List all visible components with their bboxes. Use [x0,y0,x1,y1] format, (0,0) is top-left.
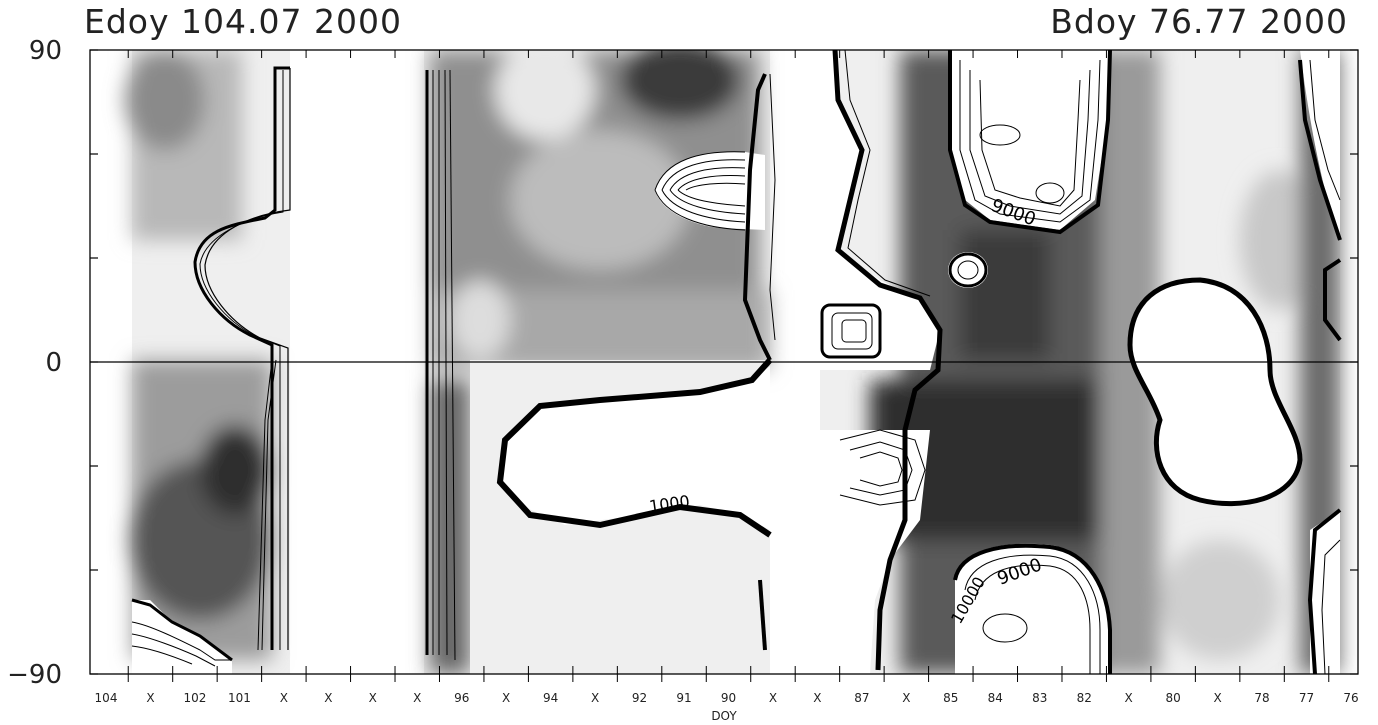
y-tick-label: 90 [29,36,62,66]
x-tick-label: 80 [1166,691,1181,705]
x-tick-label: 90 [721,691,736,705]
x-tick-label: 102 [183,691,206,705]
contour-field [90,50,1358,674]
x-tick-label: 94 [543,691,558,705]
x-tick-label: 77 [1299,691,1314,705]
y-tick-label: −90 [7,660,62,690]
x-tick-label: X [1213,691,1221,705]
x-axis-title: DOY [711,709,737,723]
x-tick-label: 87 [854,691,869,705]
x-tick-label: X [324,691,332,705]
x-tick-label: X [1125,691,1133,705]
end-date-label: Bdoy 76.77 2000 [1050,2,1348,41]
x-tick-label: 83 [1032,691,1047,705]
x-tick-label: 84 [988,691,1003,705]
x-tick-label: 104 [95,691,118,705]
start-date-label: Edoy 104.07 2000 [84,2,402,41]
x-tick-label: X [369,691,377,705]
x-axis: 104 X 102 101 X X X X 96 X 94 X 92 91 90 X X 87 X 85 84 83 82 X… [95,50,1359,705]
x-tick-label: X [591,691,599,705]
x-tick-label: 78 [1254,691,1269,705]
x-tick-label: 85 [943,691,958,705]
x-tick-label: X [502,691,510,705]
x-tick-label: X [769,691,777,705]
y-tick-label: 0 [45,348,62,378]
x-tick-label: 76 [1343,691,1358,705]
field-region-2 [424,50,770,674]
contour-lines [131,50,1342,674]
x-tick-label: 91 [676,691,691,705]
x-tick-label: 101 [228,691,251,705]
x-tick-label: 96 [454,691,469,705]
x-tick-label: X [813,691,821,705]
x-tick-label: X [280,691,288,705]
x-tick-label: X [413,691,421,705]
x-tick-label: X [902,691,910,705]
x-tick-label: 82 [1077,691,1092,705]
x-tick-label: 92 [632,691,647,705]
y-axis: 90 0 −90 [7,36,1358,690]
x-tick-label: X [146,691,154,705]
